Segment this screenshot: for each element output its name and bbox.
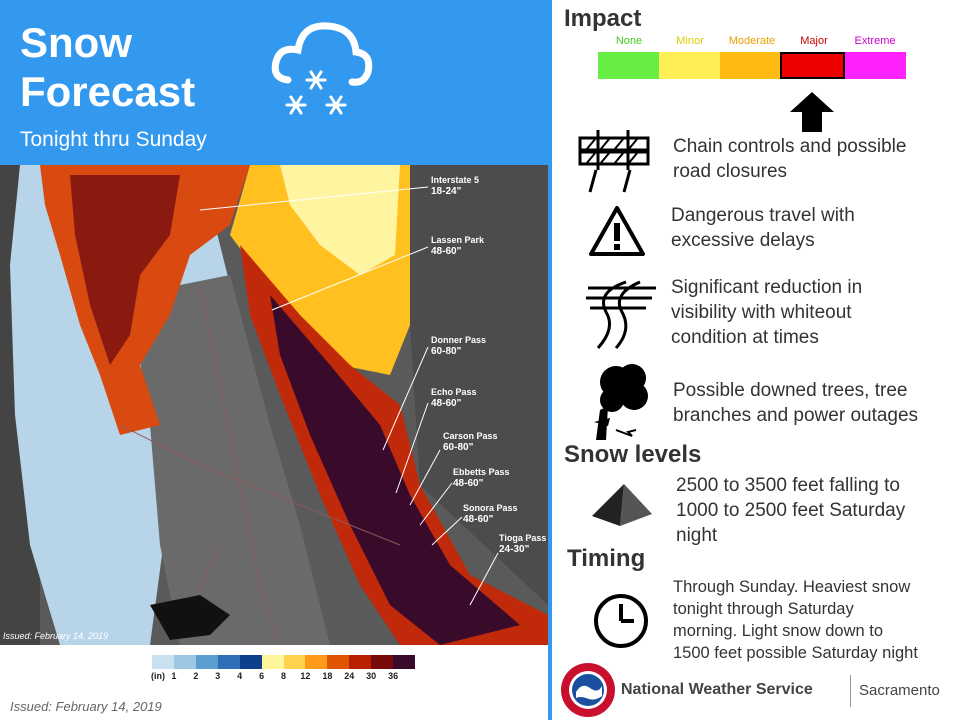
legend-unit: (in) bbox=[151, 671, 165, 681]
legend-tick: 6 bbox=[259, 671, 265, 681]
impact-item-road-closures: Chain controls and possible road closures bbox=[673, 136, 907, 182]
legend-swatch bbox=[283, 655, 306, 669]
legend-tick: 30 bbox=[366, 671, 377, 681]
impact-item-visibility: Significant reduction in visibility with … bbox=[671, 277, 863, 348]
mountain-icon bbox=[592, 484, 652, 526]
title-line-2: Forecast bbox=[20, 68, 196, 115]
impact-segment-none bbox=[598, 52, 659, 79]
legend-swatch bbox=[327, 655, 350, 669]
legend-tick: 24 bbox=[344, 671, 355, 681]
impact-label-minor: Minor bbox=[676, 35, 704, 47]
snow-levels-text: 2500 to 3500 feet falling to 1000 to 2500… bbox=[676, 475, 906, 546]
legend-tick: 12 bbox=[300, 671, 311, 681]
pass-label-carson-pass: Carson Pass 60-80" bbox=[443, 431, 498, 453]
legend-tick: 4 bbox=[237, 671, 243, 681]
snow-levels-heading: Snow levels bbox=[564, 441, 702, 468]
snowfall-map: Interstate 5 18-24" Lassen Park 48-60" Don… bbox=[0, 165, 548, 645]
pass-label-tioga-pass: Tioga Pass 24-30" bbox=[499, 533, 547, 555]
legend-swatch bbox=[393, 655, 416, 669]
timing-text: Through Sunday. Heaviest snow tonight thr… bbox=[673, 578, 918, 662]
nws-office-name: Sacramento bbox=[859, 682, 940, 699]
legend-tick: 8 bbox=[280, 671, 287, 681]
legend-swatch bbox=[371, 655, 394, 669]
impact-segment-moderate bbox=[719, 52, 781, 79]
impact-panel: Impact None Minor Moderate Major Extreme… bbox=[552, 0, 960, 720]
impact-label-moderate: Moderate bbox=[728, 35, 776, 47]
road-closure-icon bbox=[578, 130, 650, 193]
impact-heading: Impact bbox=[564, 5, 642, 32]
whiteout-icon bbox=[586, 280, 656, 350]
snow-cloud-icon bbox=[271, 22, 373, 115]
legend-swatch bbox=[152, 655, 174, 669]
impact-label-major: Major bbox=[800, 35, 828, 47]
impact-segment-minor bbox=[658, 52, 720, 79]
pass-label-ebbetts-pass: Ebbetts Pass 48-60" bbox=[453, 467, 510, 489]
timing-heading: Timing bbox=[567, 545, 646, 572]
legend-swatch bbox=[349, 655, 372, 669]
legend-tick: 18 bbox=[322, 671, 333, 681]
legend-tick: 3 bbox=[215, 671, 221, 681]
snowfall-legend: (in) 1 2 3 4 6 8 12 18 24 30 36 bbox=[150, 655, 416, 685]
title-line-1: Snow bbox=[20, 19, 132, 66]
legend-swatch bbox=[261, 655, 284, 669]
legend-swatch bbox=[239, 655, 262, 669]
legend-swatch bbox=[195, 655, 218, 669]
pass-label-donner-pass: Donner Pass 60-80" bbox=[431, 335, 487, 357]
legend-tick: 1 bbox=[171, 671, 177, 681]
downed-tree-icon bbox=[594, 364, 648, 440]
pass-label-lassen-park: Lassen Park 48-60" bbox=[431, 235, 485, 257]
pass-label-sonora-pass: Sonora Pass 48-60" bbox=[463, 503, 518, 525]
snowfall-map-graphic bbox=[0, 165, 548, 645]
pass-label-interstate-5: Interstate 5 18-24" bbox=[431, 175, 480, 197]
nws-agency-name: National Weather Service bbox=[621, 681, 813, 698]
map-issued-date: Issued: February 14, 2019 bbox=[3, 631, 109, 641]
panel-divider bbox=[548, 0, 552, 720]
impact-item-downed-trees: Possible downed trees, tree branches and … bbox=[673, 380, 919, 426]
legend-ticks: (in) 1 2 3 4 6 8 12 18 24 30 36 bbox=[150, 671, 415, 685]
impact-segment-major bbox=[780, 52, 846, 79]
legend-swatch bbox=[173, 655, 196, 669]
legend-color-bar bbox=[152, 655, 416, 669]
impact-segment-extreme bbox=[845, 52, 906, 79]
impact-label-none: None bbox=[615, 35, 643, 47]
header-banner: Snow Forecast Tonight thru Sunday bbox=[0, 0, 548, 165]
impact-label-extreme: Extreme bbox=[854, 35, 896, 47]
nws-logo bbox=[561, 663, 615, 717]
issued-date: Issued: February 14, 2019 bbox=[10, 699, 162, 714]
subtitle: Tonight thru Sunday bbox=[20, 128, 207, 151]
page-title: Snow Forecast bbox=[20, 18, 195, 116]
pass-label-echo-pass: Echo Pass 48-60" bbox=[431, 387, 477, 409]
warning-icon bbox=[589, 206, 645, 256]
arrow-up-icon bbox=[790, 92, 834, 132]
legend-swatch bbox=[305, 655, 328, 669]
legend-swatch bbox=[217, 655, 240, 669]
impact-scale bbox=[598, 52, 906, 79]
legend-tick: 36 bbox=[388, 671, 399, 681]
impact-item-dangerous-travel: Dangerous travel with excessive delays bbox=[671, 205, 855, 251]
impact-level-labels: None Minor Moderate Major Extreme bbox=[598, 35, 908, 51]
clock-icon bbox=[594, 594, 648, 648]
legend-tick: 2 bbox=[193, 671, 199, 681]
footer-separator bbox=[850, 675, 851, 707]
